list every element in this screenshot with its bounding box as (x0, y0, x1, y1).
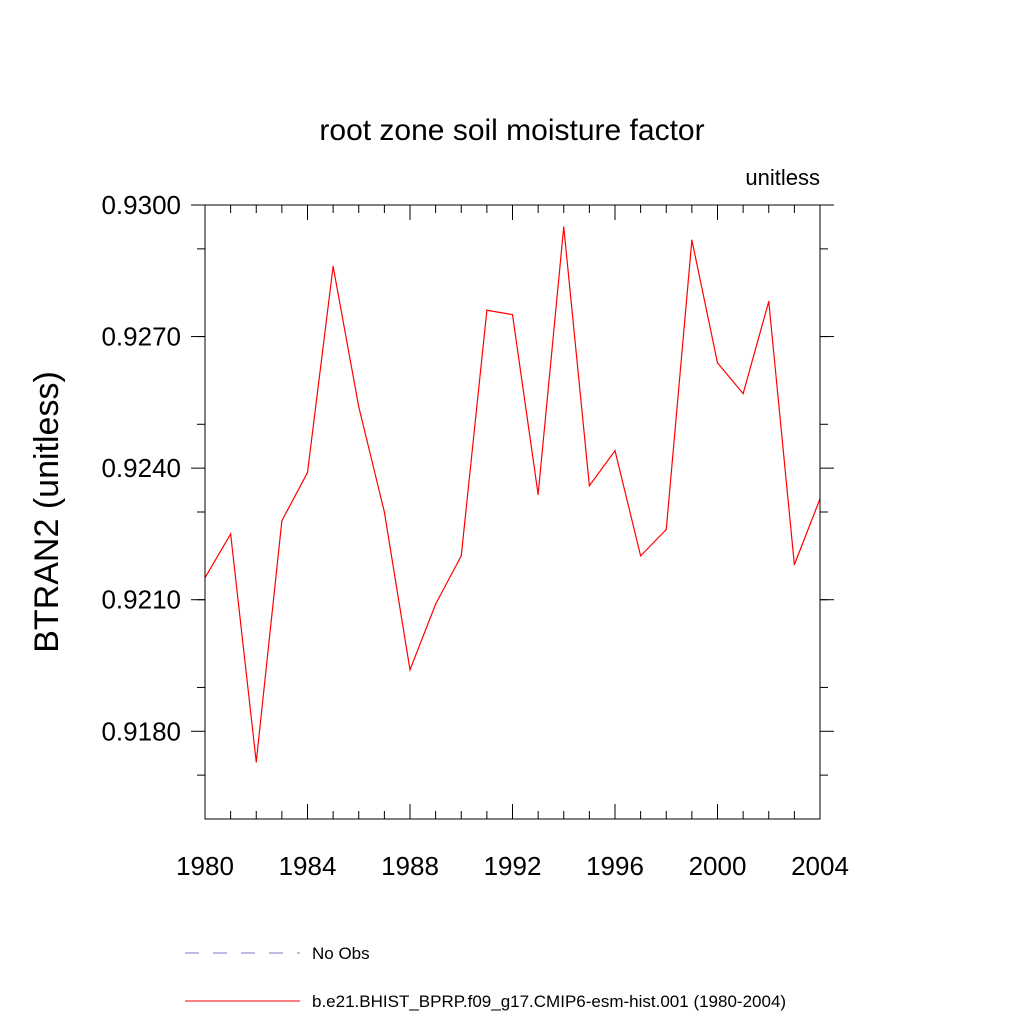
data-point (230, 533, 232, 535)
x-tick-label: 1988 (381, 851, 439, 881)
data-point (511, 314, 514, 316)
data-point (409, 669, 411, 671)
legend-label-model: b.e21.BHIST_BPRP.f09_g17.CMIP6-esm-hist.… (312, 992, 786, 1011)
x-tick-label: 1980 (176, 851, 234, 881)
legend: No Obs b.e21.BHIST_BPRP.f09_g17.CMIP6-es… (185, 944, 786, 1011)
legend-label-no-obs: No Obs (312, 944, 370, 963)
y-tick-label: 0.9270 (101, 322, 181, 352)
data-point (716, 362, 719, 364)
data-point (665, 528, 667, 531)
data-point (383, 511, 385, 513)
x-tick-label: 1992 (484, 851, 542, 881)
data-point (435, 603, 437, 605)
data-point (614, 450, 616, 452)
x-tick-label: 1996 (586, 851, 644, 881)
x-tick-label: 2004 (791, 851, 849, 881)
data-point (537, 493, 539, 496)
data-point (691, 239, 693, 241)
data-point (768, 300, 770, 303)
data-point (588, 485, 590, 487)
data-point (255, 761, 257, 763)
y-tick-label: 0.9180 (101, 716, 181, 746)
data-point (332, 265, 334, 267)
y-axis-label: BTRAN2 (unitless) (28, 371, 66, 653)
axis-tick-labels: 1980 1984 1988 1992 1996 2000 2004 0.9180 0.9210… (101, 190, 848, 881)
series-line-1 (204, 226, 821, 763)
y-tick-label: 0.9240 (101, 453, 181, 483)
data-point (460, 555, 462, 557)
data-point (486, 309, 488, 311)
chart-title: root zone soil moisture factor (319, 114, 704, 147)
y-tick-label: 0.9300 (101, 190, 181, 220)
data-point (358, 406, 360, 408)
data-point (793, 564, 795, 566)
data-point (563, 226, 565, 228)
y-tick-label: 0.9210 (101, 585, 181, 615)
data-point (306, 471, 309, 474)
units-label: unitless (745, 165, 820, 190)
plot-frame (204, 204, 821, 820)
series-group (204, 226, 821, 763)
x-tick-label: 1984 (279, 851, 337, 881)
data-point (281, 520, 283, 522)
axis-ticks (191, 204, 834, 819)
data-point (742, 392, 744, 395)
data-point (640, 555, 642, 557)
x-tick-label: 2000 (689, 851, 747, 881)
